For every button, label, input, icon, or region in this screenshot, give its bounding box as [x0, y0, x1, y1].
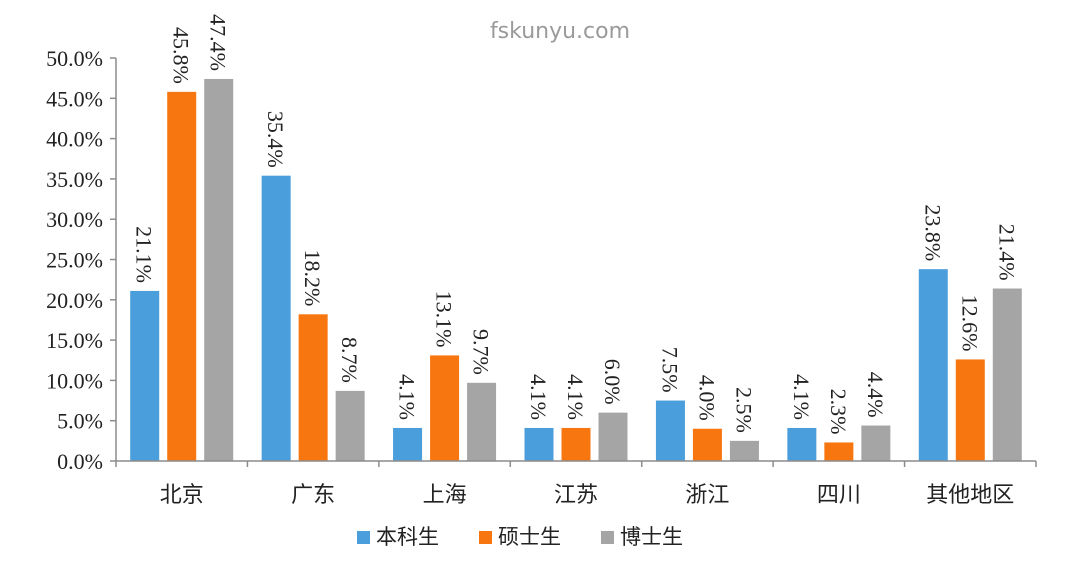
- bar-2-7: [955, 359, 985, 461]
- data-label: 4.1%: [395, 374, 420, 420]
- x-category-label: 江苏: [554, 483, 598, 508]
- data-label: 8.7%: [337, 337, 362, 383]
- bar-3-3: [467, 382, 497, 461]
- bar-3-4: [598, 412, 628, 461]
- y-tick-label: 45.0%: [46, 86, 103, 111]
- data-label: 18.2%: [300, 249, 325, 306]
- data-label: 21.4%: [994, 224, 1019, 281]
- bar-2-1: [167, 91, 197, 462]
- y-tick-label: 15.0%: [46, 328, 103, 353]
- bar-2-3: [430, 355, 460, 461]
- data-label: 21.1%: [132, 226, 157, 283]
- x-category-label: 北京: [160, 483, 204, 508]
- data-label: 23.8%: [920, 204, 945, 261]
- data-label: 2.5%: [731, 387, 756, 433]
- legend-swatch: [357, 531, 370, 544]
- data-label: 4.4%: [863, 372, 888, 418]
- bar-1-7: [918, 269, 948, 461]
- data-label: 47.4%: [206, 14, 231, 71]
- x-category-label: 四川: [817, 483, 861, 508]
- bar-3-5: [729, 440, 759, 461]
- bar-1-2: [261, 175, 291, 461]
- bars-layer: [130, 78, 1022, 462]
- bar-1-5: [655, 400, 685, 461]
- data-label: 7.5%: [657, 347, 682, 393]
- data-label: 13.1%: [432, 291, 457, 348]
- data-label: 35.4%: [263, 111, 288, 168]
- legend-swatch: [479, 531, 492, 544]
- legend-label: 硕士生: [498, 525, 561, 549]
- x-category-label: 浙江: [685, 483, 729, 508]
- data-label: 12.6%: [957, 295, 982, 352]
- bar-2-4: [561, 427, 591, 461]
- bar-3-1: [204, 78, 234, 462]
- bar-2-6: [824, 442, 854, 461]
- data-label: 4.1%: [526, 374, 551, 420]
- x-category-label: 上海: [423, 483, 467, 508]
- bar-3-6: [861, 425, 891, 461]
- legend-swatch: [601, 531, 614, 544]
- x-category-label: 其他地区: [926, 483, 1014, 508]
- data-label: 2.3%: [826, 389, 851, 435]
- y-tick-label: 30.0%: [46, 207, 103, 232]
- bar-1-1: [130, 290, 160, 461]
- data-label: 6.0%: [600, 359, 625, 405]
- data-label: 4.0%: [694, 375, 719, 421]
- bar-3-2: [335, 390, 365, 461]
- y-tick-label: 5.0%: [57, 409, 103, 434]
- data-label: 9.7%: [469, 329, 494, 375]
- data-label: 45.8%: [169, 27, 194, 84]
- y-tick-label: 40.0%: [46, 127, 103, 152]
- y-tick-label: 10.0%: [46, 368, 103, 393]
- data-label: 4.1%: [563, 374, 588, 420]
- watermark-text: fskunyu.com: [490, 19, 630, 44]
- data-labels-layer: 21.1% 45.8% 47.4% 35.4% 18.2% 8.7% 4.1% 13.1% 9.…: [132, 14, 1020, 434]
- x-category-label: 广东: [291, 483, 335, 508]
- data-label: 4.1%: [789, 374, 814, 420]
- bar-1-4: [524, 427, 554, 461]
- legend-label: 本科生: [376, 525, 439, 549]
- y-tick-label: 35.0%: [46, 167, 103, 192]
- bar-3-7: [992, 288, 1022, 461]
- axes-layer: 0.0% 5.0% 10.0% 15.0% 20.0% 25.0% 30.0% 35.0% 40…: [46, 46, 1037, 508]
- legend: 本科生 硕士生 博士生: [357, 525, 683, 549]
- y-tick-label: 0.0%: [57, 449, 103, 474]
- y-tick-label: 20.0%: [46, 288, 103, 313]
- bar-1-3: [393, 427, 423, 461]
- legend-label: 博士生: [620, 525, 683, 549]
- bar-2-2: [298, 314, 328, 461]
- y-tick-label: 50.0%: [46, 46, 103, 71]
- bar-2-5: [692, 428, 722, 461]
- bar-1-6: [787, 427, 817, 461]
- y-tick-label: 25.0%: [46, 248, 103, 273]
